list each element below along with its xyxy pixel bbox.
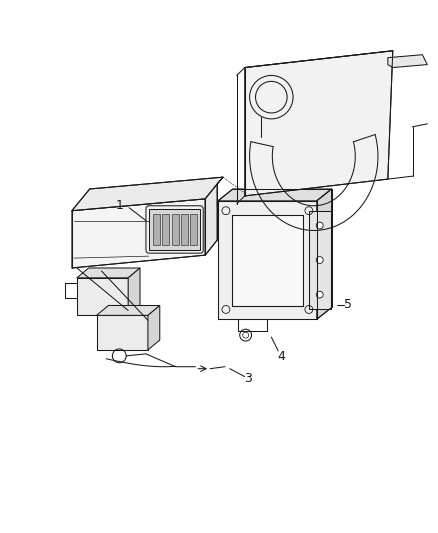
Polygon shape <box>218 189 331 201</box>
Polygon shape <box>244 51 392 196</box>
Circle shape <box>315 291 322 298</box>
Polygon shape <box>171 214 178 245</box>
Polygon shape <box>205 184 216 255</box>
Text: 1: 1 <box>115 199 123 212</box>
Polygon shape <box>96 316 148 350</box>
Polygon shape <box>316 189 331 319</box>
Text: 5: 5 <box>343 298 352 311</box>
Polygon shape <box>162 214 169 245</box>
Polygon shape <box>72 177 223 211</box>
Polygon shape <box>148 209 200 250</box>
Polygon shape <box>128 268 140 316</box>
Circle shape <box>315 222 322 229</box>
Polygon shape <box>231 215 302 305</box>
Polygon shape <box>308 211 330 310</box>
Text: 4: 4 <box>277 350 285 364</box>
Polygon shape <box>77 278 128 316</box>
Polygon shape <box>96 305 159 316</box>
Polygon shape <box>387 55 426 68</box>
Circle shape <box>315 256 322 263</box>
Polygon shape <box>152 214 159 245</box>
Polygon shape <box>77 268 140 278</box>
Polygon shape <box>180 214 187 245</box>
Polygon shape <box>218 201 316 319</box>
Polygon shape <box>72 199 205 268</box>
Polygon shape <box>190 214 197 245</box>
Polygon shape <box>148 305 159 350</box>
Text: 3: 3 <box>243 372 251 385</box>
